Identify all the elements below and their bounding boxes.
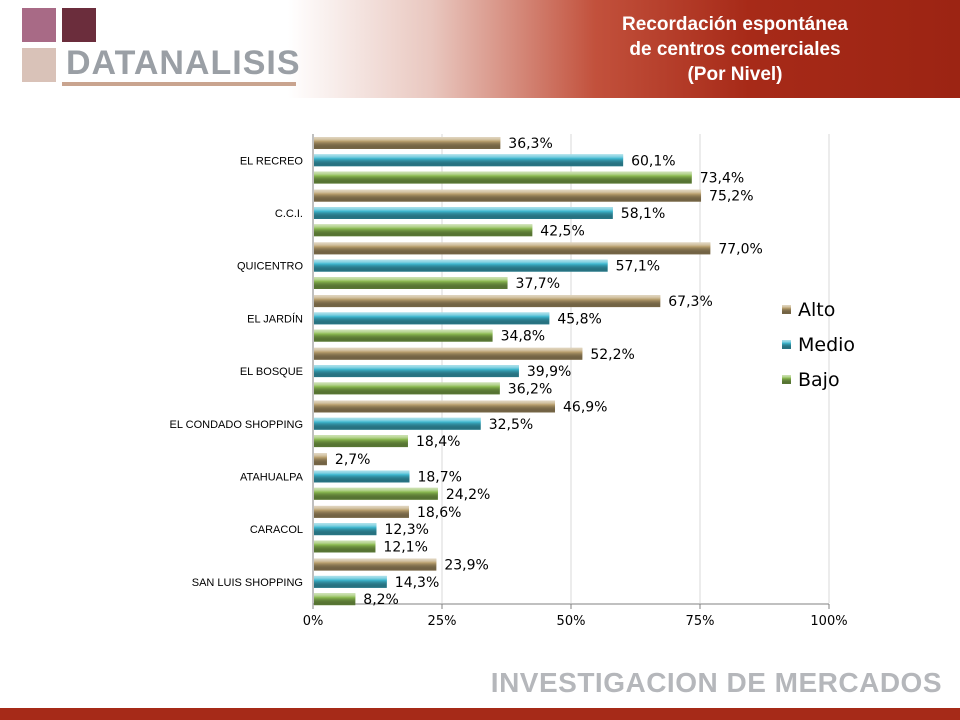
bar-shade xyxy=(314,382,500,395)
data-label: 52,2% xyxy=(590,347,634,363)
bar-shade xyxy=(314,575,387,588)
data-label: 12,3% xyxy=(384,522,428,538)
data-label: 42,5% xyxy=(540,223,584,239)
bar-shade xyxy=(314,435,408,448)
bar-shade xyxy=(314,417,481,430)
bar-shade xyxy=(314,523,377,536)
bar-shade xyxy=(314,487,438,500)
bar-shade xyxy=(314,400,556,413)
bar-shade xyxy=(314,540,376,553)
category-label: EL CONDADO SHOPPING xyxy=(170,419,303,431)
data-label: 2,7% xyxy=(335,452,371,468)
data-label: 45,8% xyxy=(557,311,601,327)
legend-swatch-shade xyxy=(782,305,791,314)
title-line-3: (Por Nivel) xyxy=(687,64,783,85)
data-label: 24,2% xyxy=(446,487,490,503)
brand-underline xyxy=(62,82,296,86)
category-label: EL BOSQUE xyxy=(240,366,303,378)
bar-shade xyxy=(314,207,613,219)
data-label: 37,7% xyxy=(516,276,560,292)
x-tick-label: 75% xyxy=(686,614,715,629)
data-label: 18,4% xyxy=(416,434,460,450)
data-label: 36,2% xyxy=(508,381,552,397)
legend-swatch-shade xyxy=(782,340,791,349)
data-label: 57,1% xyxy=(616,259,660,275)
category-label: ATAHUALPA xyxy=(240,472,304,484)
bar-shade xyxy=(314,558,437,571)
category-label: SAN LUIS SHOPPING xyxy=(192,577,303,589)
data-label: 67,3% xyxy=(668,294,712,310)
data-label: 60,1% xyxy=(631,153,675,169)
brand-name: DATANALISIS xyxy=(66,44,301,82)
footer-bar xyxy=(0,708,960,720)
data-label: 18,6% xyxy=(417,505,461,521)
x-tick-label: 25% xyxy=(428,614,457,629)
header-banner: DATANALISIS Recordación espontánea de ce… xyxy=(0,0,960,98)
logo-square-maroon xyxy=(62,8,96,42)
legend-label-alto: Alto xyxy=(798,299,835,321)
logo-square-beige xyxy=(22,48,56,82)
title-line-2: de centros comerciales xyxy=(629,39,841,60)
category-label: EL JARDÍN xyxy=(247,312,303,325)
data-label: 73,4% xyxy=(700,171,744,187)
data-label: 34,8% xyxy=(501,329,545,345)
category-label: EL RECREO xyxy=(240,155,304,167)
data-label: 39,9% xyxy=(527,364,571,380)
legend-swatch-shade xyxy=(782,375,791,384)
bar-shade xyxy=(314,593,356,606)
bar-shade xyxy=(314,189,702,202)
data-label: 46,9% xyxy=(563,400,607,416)
bar-shade xyxy=(314,470,410,483)
logo-square-pink xyxy=(22,8,56,42)
legend-label-medio: Medio xyxy=(798,334,855,356)
bar-shade xyxy=(314,505,409,518)
x-tick-label: 0% xyxy=(303,614,324,629)
data-label: 58,1% xyxy=(621,206,665,222)
x-tick-label: 100% xyxy=(810,614,847,629)
bar-shade xyxy=(314,154,624,167)
bar-shade xyxy=(314,224,533,237)
chart-title: Recordación espontánea de centros comerc… xyxy=(560,12,910,87)
bar-shade xyxy=(314,312,550,325)
bar-shade xyxy=(314,277,508,289)
title-line-1: Recordación espontánea xyxy=(622,14,848,35)
bar-shade xyxy=(314,171,692,184)
data-label: 14,3% xyxy=(395,575,439,591)
data-label: 36,3% xyxy=(508,136,552,152)
data-label: 75,2% xyxy=(709,189,753,205)
data-label: 12,1% xyxy=(383,540,427,556)
category-label: QUICENTRO xyxy=(237,261,303,273)
data-label: 32,5% xyxy=(489,417,533,433)
data-label: 8,2% xyxy=(363,592,399,608)
legend-label-bajo: Bajo xyxy=(798,369,840,391)
bar-shade xyxy=(314,259,608,272)
footer-text: INVESTIGACION DE MERCADOS xyxy=(490,667,942,698)
data-label: 18,7% xyxy=(417,470,461,486)
bar-shade xyxy=(314,453,327,466)
category-label: CARACOL xyxy=(250,524,303,536)
data-label: 23,9% xyxy=(444,558,488,574)
x-tick-label: 50% xyxy=(557,614,586,629)
bar-shade xyxy=(314,329,493,342)
bar-shade xyxy=(314,295,661,308)
bar-shade xyxy=(314,137,501,149)
category-label: C.C.I. xyxy=(275,208,303,220)
bar-shade xyxy=(314,365,519,378)
bar-shade xyxy=(314,347,583,360)
data-label: 77,0% xyxy=(718,241,762,257)
bar-shade xyxy=(314,242,711,255)
